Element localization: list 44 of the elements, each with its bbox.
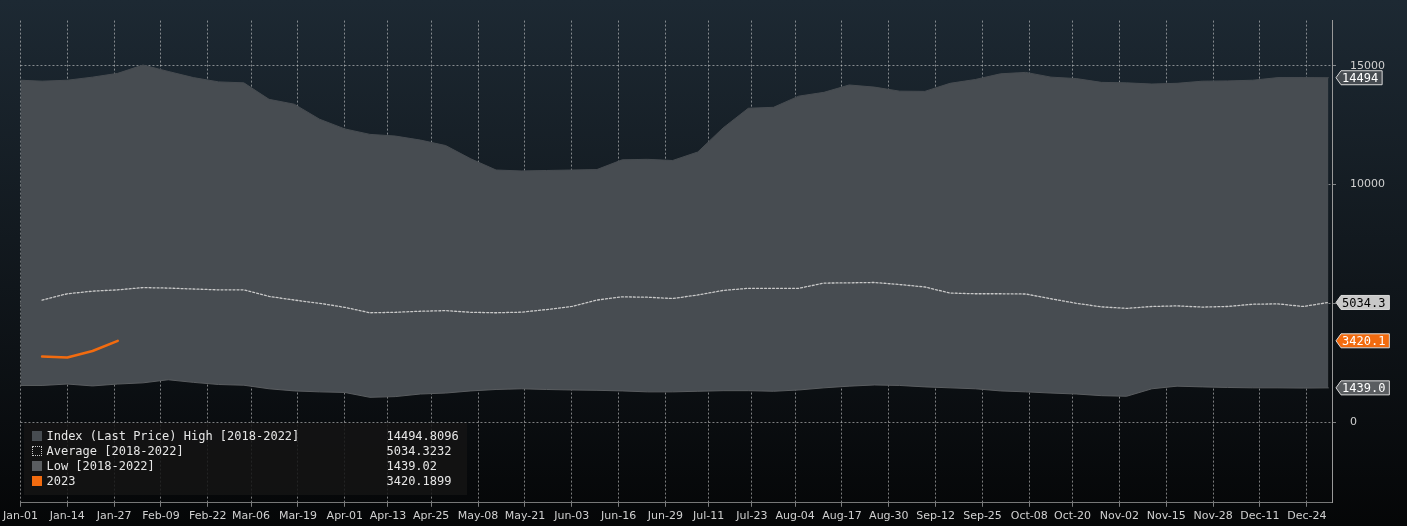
x-tick-label: Mar-19 (278, 509, 317, 523)
x-tick-label: May-21 (504, 509, 546, 523)
x-tick-label: Jan-27 (95, 509, 132, 523)
x-tick-label: Jun-16 (600, 509, 637, 523)
x-tick-label: Sep-25 (963, 509, 1002, 523)
y-tick-label: 15000 (1350, 58, 1386, 72)
legend-label: 2023 (46, 473, 77, 489)
x-tick-label: Aug-30 (869, 509, 909, 523)
annotation: 5034.3232 (386, 443, 452, 459)
x-tick-label: Oct-08 (1010, 509, 1048, 523)
legend-label: Index (Last Price) High [2018-2022] (46, 428, 301, 444)
x-tick-label: Dec-24 (1287, 509, 1327, 523)
text: 3420.1 (1342, 333, 1386, 348)
x-tick-label: Apr-01 (326, 509, 363, 523)
legend-label: Average [2018-2022] (46, 443, 185, 459)
x-tick-label: Jan-01 (1, 509, 38, 523)
annotation: 1439.02 (386, 458, 438, 474)
x-tick-label: Dec-11 (1240, 509, 1280, 523)
x-tick-label: Apr-13 (369, 509, 407, 523)
y-tick-label: 10000 (1350, 177, 1386, 191)
text: 5034.3 (1342, 295, 1386, 310)
text: 14494 (1342, 70, 1379, 85)
text: 1439.0 (1342, 380, 1386, 395)
x-tick-label: Aug-17 (822, 509, 862, 523)
x-tick-label: May-08 (457, 509, 499, 523)
x-tick-label: Sep-12 (916, 509, 956, 523)
x-tick-label: Jul-11 (692, 509, 725, 523)
x-tick-label: Jul-23 (735, 509, 768, 523)
x-tick-label: Nov-28 (1193, 509, 1233, 523)
x-tick-label: Apr-25 (413, 509, 450, 523)
x-tick-label: Nov-15 (1146, 509, 1186, 523)
legend-label: Low [2018-2022] (46, 458, 156, 474)
x-tick-label: Mar-06 (232, 509, 271, 523)
x-tick-label: Oct-20 (1054, 509, 1092, 523)
y-tick-label: 0 (1350, 414, 1358, 428)
x-tick-label: Feb-22 (189, 509, 227, 523)
x-tick-label: Nov-02 (1099, 509, 1139, 523)
x-tick-label: Jan-14 (48, 509, 85, 523)
x-tick-label: Jun-03 (553, 509, 590, 523)
x-tick-label: Feb-09 (142, 509, 180, 523)
x-tick-label: Jun-29 (646, 509, 683, 523)
annotation: 14494.8096 (386, 428, 459, 444)
x-tick-label: Aug-04 (775, 509, 815, 523)
annotation: 3420.1899 (386, 473, 452, 489)
